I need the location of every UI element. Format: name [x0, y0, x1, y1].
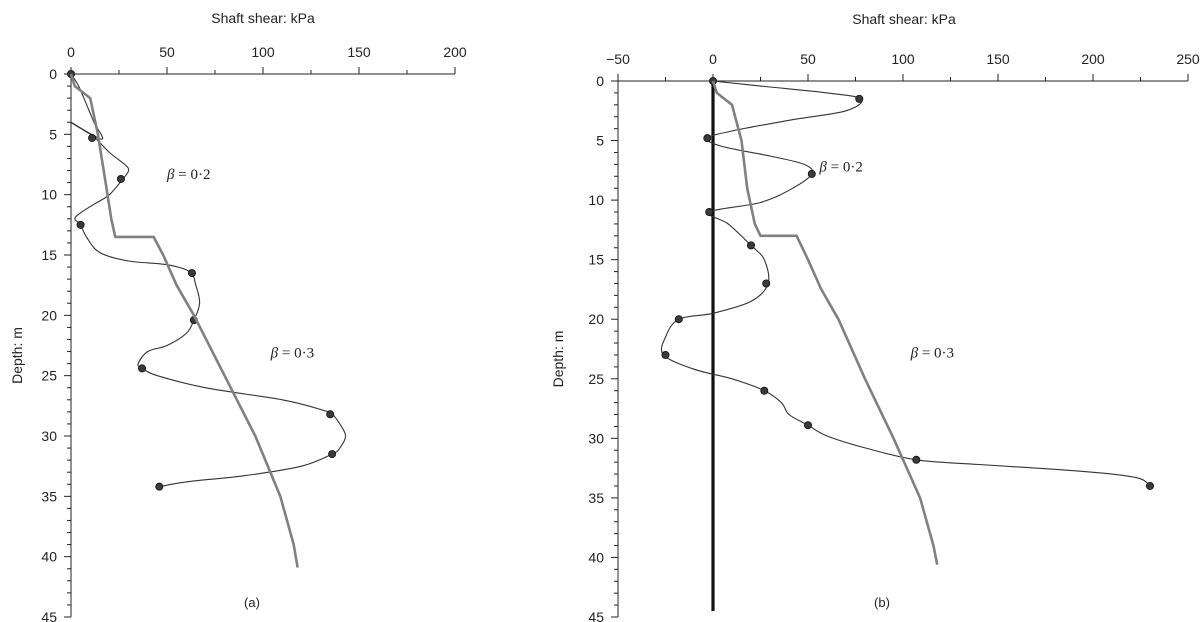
- x-axis-title: Shaft shear: kPa: [211, 10, 315, 26]
- beta-value: = 0·3: [278, 346, 314, 362]
- y-tick-label: 5: [49, 126, 57, 142]
- x-tick-label: 100: [251, 44, 275, 60]
- y-tick-label: 40: [41, 549, 57, 565]
- measured-data-point: [855, 94, 864, 103]
- y-tick-label: 15: [41, 247, 57, 263]
- y-tick-label: 20: [588, 311, 604, 327]
- x-tick-label: 250: [1176, 51, 1200, 67]
- y-tick-label: 45: [588, 609, 604, 622]
- beta-symbol: β: [166, 167, 175, 183]
- beta-annotation: β = 0·3: [910, 345, 954, 361]
- y-tick-label: 25: [588, 371, 604, 387]
- x-tick-label: −50: [606, 51, 630, 67]
- beta-value: = 0·3: [918, 345, 954, 361]
- y-tick-label: 40: [588, 549, 604, 565]
- x-tick-label: 50: [159, 44, 175, 60]
- measured-data-point: [88, 133, 97, 142]
- x-tick-label: 150: [986, 51, 1010, 67]
- measured-data-point: [116, 174, 125, 183]
- beta-value: = 0·2: [174, 167, 210, 183]
- measured-data-point: [326, 410, 335, 419]
- measured-data-point: [760, 386, 769, 395]
- measured-data-point: [705, 208, 714, 217]
- y-tick-label: 35: [41, 488, 57, 504]
- x-tick-label: 150: [347, 44, 371, 60]
- y-tick-label: 25: [41, 368, 57, 384]
- measured-data-point: [807, 169, 816, 178]
- beta-symbol: β: [910, 345, 919, 361]
- y-tick-label: 30: [41, 428, 57, 444]
- y-tick-label: 5: [596, 133, 604, 149]
- beta-profile-line: [711, 80, 939, 565]
- measured-data-point: [155, 482, 164, 491]
- beta-value: = 0·2: [827, 160, 863, 176]
- measured-data-point: [703, 134, 712, 143]
- y-tick-label: 10: [588, 192, 604, 208]
- y-tick-label: 45: [41, 609, 57, 622]
- beta-annotation: β = 0·3: [270, 346, 314, 362]
- y-tick-label: 35: [588, 490, 604, 506]
- measured-data-point: [661, 350, 670, 359]
- y-tick-label: 0: [49, 66, 57, 82]
- x-tick-label: 100: [891, 51, 915, 67]
- measured-data-point: [804, 421, 813, 430]
- panel-label: (b): [874, 595, 890, 610]
- measured-data-point: [138, 364, 147, 373]
- x-tick-label: 200: [1081, 51, 1105, 67]
- y-tick-label: 10: [41, 187, 57, 203]
- measured-data-point: [187, 269, 196, 278]
- y-axis-title: Depth: m: [9, 327, 25, 384]
- measured-data-point: [76, 220, 85, 229]
- measured-data-point: [674, 315, 683, 324]
- y-tick-label: 0: [596, 73, 604, 89]
- beta-symbol: β: [270, 346, 279, 362]
- beta-annotation: β = 0·2: [166, 167, 210, 183]
- measured-data-point: [328, 450, 337, 459]
- x-tick-label: 200: [443, 44, 467, 60]
- beta-profile-line: [69, 73, 299, 568]
- x-tick-label: 0: [709, 51, 717, 67]
- measured-data-point: [762, 279, 771, 288]
- x-tick-label: 50: [800, 51, 816, 67]
- panel-label: (a): [244, 595, 260, 610]
- measured-shear-curve: [70, 73, 347, 488]
- x-axis-title: Shaft shear: kPa: [852, 11, 956, 27]
- measured-data-point: [1146, 481, 1155, 490]
- panel-a-chart: 0 50 100 150 200 0 5 10 15 20 25 30 35 40 45 Shaft shea…: [9, 10, 467, 622]
- y-tick-label: 30: [588, 430, 604, 446]
- measured-shear-curve: [660, 80, 1151, 487]
- x-tick-label: 0: [67, 44, 75, 60]
- y-tick-label: 15: [588, 252, 604, 268]
- beta-symbol: β: [818, 160, 827, 176]
- y-axis-title: Depth: m: [550, 331, 566, 388]
- y-tick-label: 20: [41, 307, 57, 323]
- panel-b-chart: −50 0 50 100 150 200 250051015202530354045Shaf…: [550, 11, 1200, 622]
- beta-annotation: β = 0·2: [818, 160, 862, 176]
- measured-data-point: [912, 455, 921, 464]
- measured-data-point: [747, 241, 756, 250]
